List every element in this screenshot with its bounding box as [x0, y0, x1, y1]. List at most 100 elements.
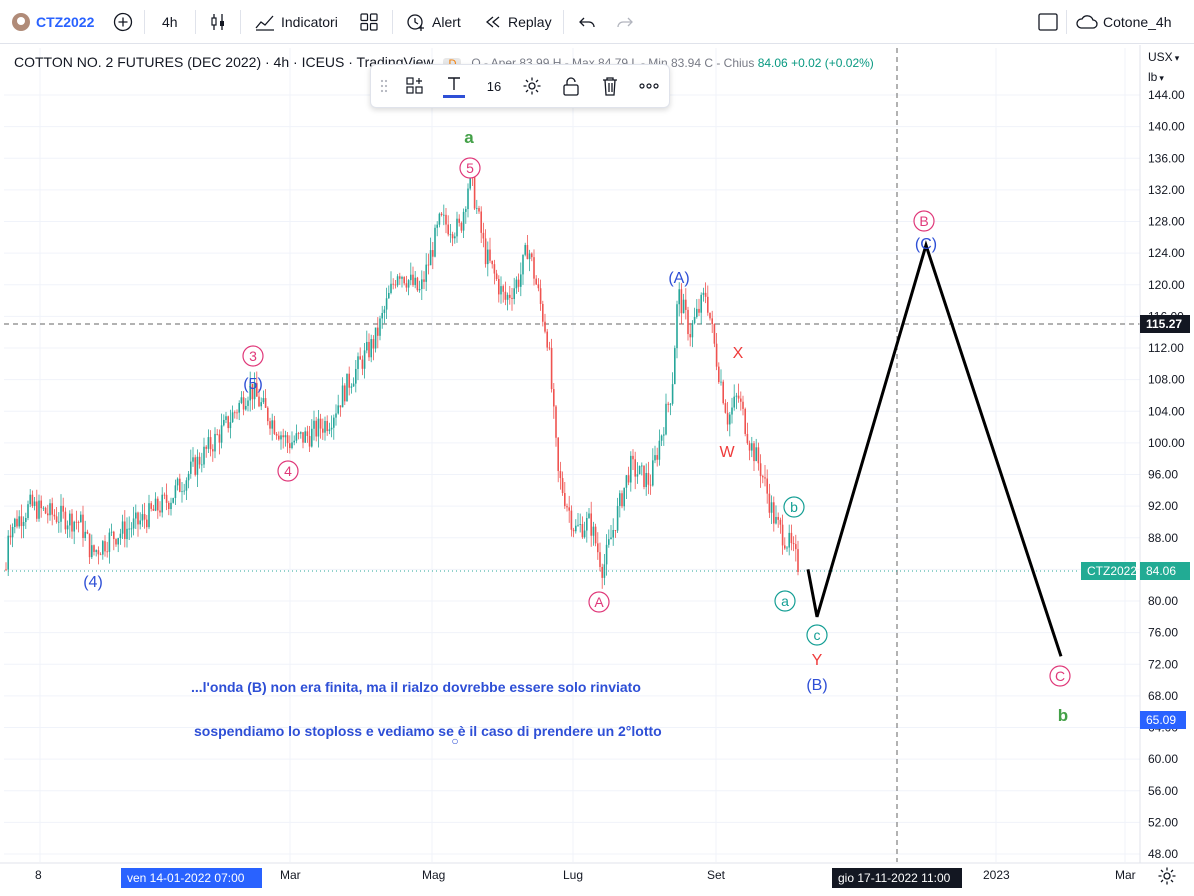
- candle-body: [53, 514, 56, 517]
- top-toolbar: CTZ2022 4h Indicatori Alert Replay Coton…: [0, 0, 1194, 44]
- candle-body: [746, 433, 749, 444]
- candle-body: [88, 533, 91, 558]
- font-size-button[interactable]: 16: [486, 78, 502, 94]
- more-dots-icon: [639, 83, 659, 89]
- candle-body: [647, 472, 650, 485]
- candle-body: [119, 533, 122, 539]
- candle-body: [460, 222, 463, 231]
- candle-body: [410, 274, 412, 281]
- candle-body: [498, 278, 500, 295]
- candle-body: [335, 413, 337, 418]
- candle-body: [183, 490, 185, 492]
- candle-body: [130, 528, 133, 530]
- candle-body: [528, 253, 531, 260]
- candle-body: [304, 431, 306, 443]
- candle-body: [770, 502, 773, 513]
- layout-menu-button[interactable]: Cotone_4h: [1075, 0, 1172, 44]
- candle-body: [724, 403, 727, 413]
- candle-body: [440, 213, 443, 216]
- candle-body: [707, 296, 709, 313]
- candle-body: [715, 343, 718, 367]
- candle-body: [104, 541, 106, 552]
- candle-body: [282, 435, 284, 438]
- chart-settings-button[interactable]: [1157, 866, 1177, 891]
- wave-label-B-paren: (B): [806, 677, 827, 694]
- currency-selector[interactable]: USX ▾: [1148, 50, 1179, 64]
- candle-body: [201, 464, 203, 466]
- candle-body: [742, 401, 744, 409]
- template-button[interactable]: [399, 65, 433, 107]
- candle-body: [660, 435, 663, 441]
- price-tick-label: 48.00: [1148, 847, 1178, 861]
- alert-button[interactable]: Alert: [405, 0, 461, 44]
- price-tick-label: 68.00: [1148, 689, 1178, 703]
- fullscreen-button[interactable]: [1038, 0, 1058, 44]
- candle-body: [579, 524, 581, 525]
- redo-button[interactable]: [616, 0, 634, 44]
- candle-body: [480, 211, 482, 233]
- undo-button[interactable]: [578, 0, 596, 44]
- candle-body: [128, 528, 130, 530]
- unit-selector[interactable]: lb ▾: [1148, 70, 1164, 84]
- replay-button[interactable]: Replay: [484, 0, 552, 44]
- candle-body: [264, 398, 267, 408]
- price-chart[interactable]: a 5 3 (5) 4 (4) A (A) X W b a c Y (B) B …: [0, 45, 1194, 896]
- price-tick-label: 112.00: [1148, 341, 1184, 355]
- candle-body: [108, 532, 111, 552]
- candle-body: [735, 395, 738, 397]
- candle-body: [603, 564, 606, 578]
- divider: [392, 10, 393, 34]
- candle-body: [427, 264, 430, 266]
- candle-body: [775, 516, 777, 524]
- candle-body: [280, 435, 282, 440]
- candle-body: [542, 303, 544, 322]
- candle-body: [187, 473, 190, 481]
- indicators-label: Indicatori: [281, 14, 338, 30]
- text-color-button[interactable]: [437, 65, 471, 107]
- candle-body: [289, 443, 291, 449]
- candle-body: [172, 498, 174, 503]
- indicators-button[interactable]: Indicatori: [254, 0, 338, 44]
- symbol-search[interactable]: CTZ2022: [12, 0, 94, 44]
- candle-body: [416, 277, 419, 291]
- candle-body: [350, 386, 353, 388]
- candle-body: [768, 493, 771, 513]
- candle-body: [762, 476, 764, 478]
- candle-body: [80, 514, 82, 523]
- more-button[interactable]: [632, 65, 666, 107]
- chart-type-button[interactable]: [208, 0, 228, 44]
- candle-body: [300, 432, 302, 434]
- candle-body: [174, 485, 177, 499]
- settings-button[interactable]: [515, 65, 549, 107]
- candle-body: [344, 385, 346, 402]
- small-circle-marker: ○: [451, 734, 458, 748]
- interval-button[interactable]: 4h: [162, 14, 178, 30]
- candle-body: [751, 443, 753, 451]
- candle-body: [388, 292, 390, 299]
- candle-body: [97, 550, 100, 555]
- candle-body: [432, 250, 434, 257]
- candle-body: [220, 425, 223, 443]
- candle-body: [599, 552, 601, 567]
- candle-body: [295, 433, 298, 441]
- drag-handle-icon[interactable]: [375, 65, 393, 107]
- candle-body: [117, 538, 119, 545]
- compare-button[interactable]: [113, 0, 133, 44]
- candle-body: [447, 224, 449, 235]
- candle-body: [403, 277, 405, 284]
- candle-body: [669, 403, 672, 405]
- price-axis-bg: [1140, 45, 1194, 863]
- alarm-clock-icon: [407, 14, 424, 31]
- candle-body: [777, 516, 779, 520]
- candle-body: [47, 513, 49, 516]
- lock-icon: [563, 77, 579, 96]
- candle-body: [132, 518, 135, 529]
- delete-button[interactable]: [593, 65, 627, 107]
- price-tick-label: 92.00: [1148, 499, 1178, 513]
- candle-body: [702, 292, 705, 295]
- candle-body: [544, 321, 546, 332]
- candle-body: [326, 420, 328, 432]
- layouts-button[interactable]: [360, 0, 378, 44]
- lock-button[interactable]: [554, 65, 588, 107]
- candle-body: [740, 398, 742, 402]
